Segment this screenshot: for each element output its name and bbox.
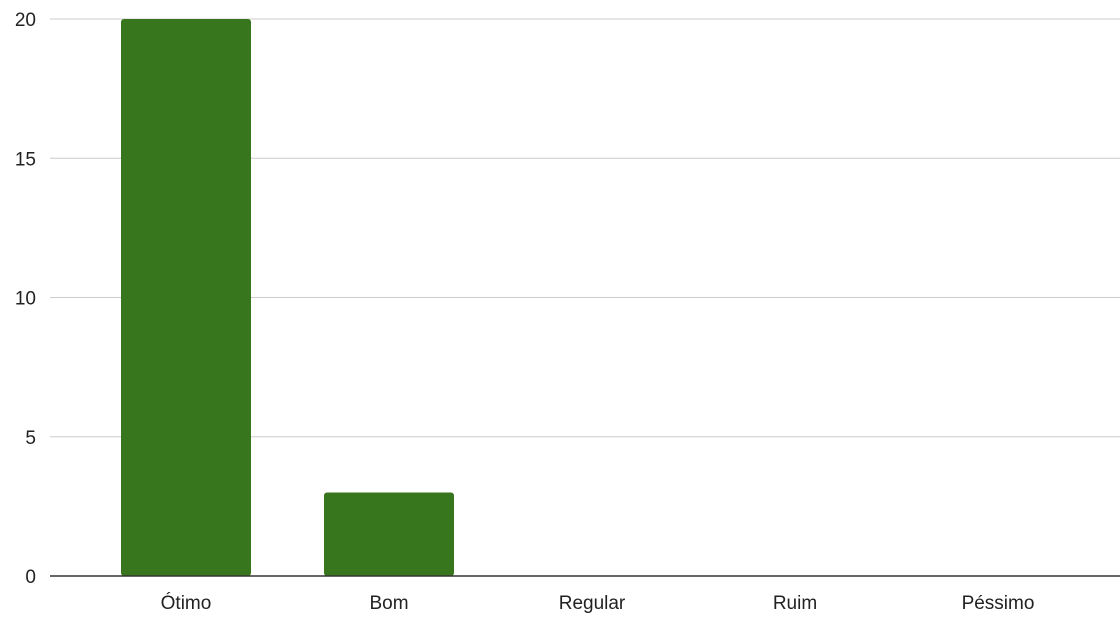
x-tick-label: Regular: [559, 593, 626, 614]
x-tick-label: Bom: [369, 593, 408, 614]
y-axis-ticks: 0 5 10 15 20: [15, 10, 36, 588]
y-tick-label: 0: [25, 567, 36, 588]
bar: [324, 492, 454, 576]
x-tick-label: Ruim: [773, 593, 817, 614]
x-axis-ticks: Ótimo Bom Regular Ruim Péssimo: [161, 592, 1035, 614]
x-tick-label: Péssimo: [962, 593, 1035, 614]
y-tick-label: 20: [15, 10, 36, 31]
y-tick-label: 15: [15, 149, 36, 170]
bar: [121, 19, 251, 576]
y-tick-label: 5: [25, 428, 36, 449]
x-tick-label: Ótimo: [161, 592, 212, 614]
y-tick-label: 10: [15, 289, 36, 310]
bars: [121, 19, 454, 576]
